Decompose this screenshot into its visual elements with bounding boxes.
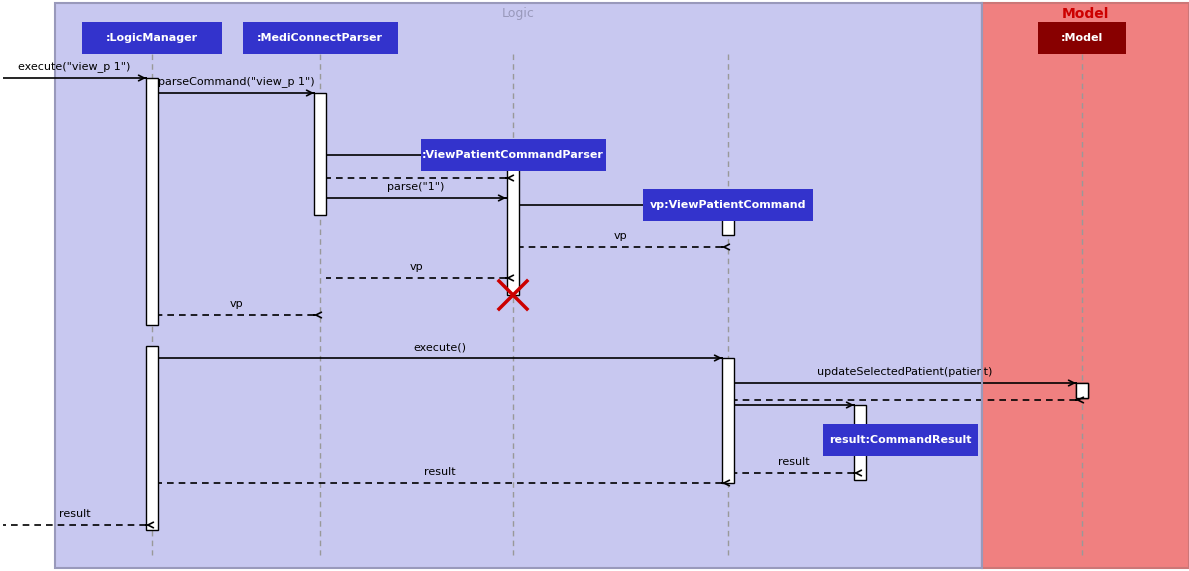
- Bar: [507, 155, 520, 295]
- Bar: [1076, 383, 1088, 398]
- Bar: [55, 3, 982, 568]
- Bar: [82, 22, 222, 54]
- Text: :LogicManager: :LogicManager: [106, 33, 199, 43]
- Text: :Model: :Model: [1061, 33, 1103, 43]
- Bar: [421, 139, 605, 171]
- Bar: [1076, 383, 1088, 398]
- Text: Model: Model: [1062, 7, 1109, 21]
- Bar: [243, 22, 397, 54]
- Text: result: result: [778, 457, 810, 467]
- Bar: [982, 3, 1189, 568]
- Bar: [314, 93, 326, 215]
- Text: parseCommand("view_p 1"): parseCommand("view_p 1"): [158, 76, 314, 87]
- Bar: [146, 346, 158, 530]
- Bar: [854, 405, 866, 480]
- Text: vp:ViewPatientCommand: vp:ViewPatientCommand: [649, 200, 806, 210]
- Bar: [643, 189, 813, 221]
- Bar: [146, 78, 158, 325]
- Text: :ViewPatientCommandParser: :ViewPatientCommandParser: [422, 150, 604, 160]
- Text: vp: vp: [409, 262, 423, 272]
- Text: :MediConnectParser: :MediConnectParser: [257, 33, 383, 43]
- Text: result: result: [424, 467, 455, 477]
- Bar: [722, 205, 734, 235]
- Text: Logic: Logic: [502, 7, 535, 21]
- Text: vp: vp: [229, 299, 243, 309]
- Text: updateSelectedPatient(patient): updateSelectedPatient(patient): [817, 367, 993, 377]
- Text: result: result: [58, 509, 90, 519]
- Text: vp: vp: [614, 231, 628, 241]
- Bar: [1038, 22, 1126, 54]
- Text: parse("1"): parse("1"): [388, 182, 445, 192]
- Text: result:CommandResult: result:CommandResult: [829, 435, 971, 445]
- Bar: [823, 424, 977, 456]
- Text: execute(): execute(): [414, 342, 466, 352]
- Text: execute("view_p 1"): execute("view_p 1"): [18, 61, 131, 72]
- Bar: [722, 358, 734, 483]
